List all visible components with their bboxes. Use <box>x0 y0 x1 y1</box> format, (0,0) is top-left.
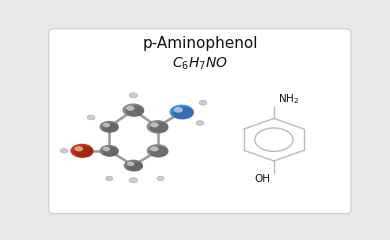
Circle shape <box>103 147 119 157</box>
Circle shape <box>129 178 138 183</box>
Circle shape <box>71 144 94 158</box>
Circle shape <box>157 176 164 181</box>
Circle shape <box>103 123 119 133</box>
Circle shape <box>151 122 159 127</box>
Circle shape <box>150 146 168 157</box>
Text: NH$_2$: NH$_2$ <box>278 92 299 106</box>
Circle shape <box>129 93 138 98</box>
Text: $\mathit{C}_6\mathit{H}_7\mathit{NO}$: $\mathit{C}_6\mathit{H}_7\mathit{NO}$ <box>172 56 228 72</box>
Circle shape <box>87 115 95 120</box>
Circle shape <box>74 146 83 151</box>
Circle shape <box>99 121 119 133</box>
Circle shape <box>127 162 143 171</box>
FancyBboxPatch shape <box>49 29 351 214</box>
Circle shape <box>74 146 94 158</box>
Circle shape <box>60 149 67 153</box>
Circle shape <box>199 100 207 105</box>
Circle shape <box>106 176 113 181</box>
Text: OH: OH <box>254 174 270 184</box>
Circle shape <box>103 147 110 151</box>
Circle shape <box>150 122 168 133</box>
Circle shape <box>196 121 204 126</box>
Circle shape <box>173 107 194 119</box>
Circle shape <box>174 107 183 113</box>
Circle shape <box>103 123 110 127</box>
Circle shape <box>122 103 144 117</box>
Circle shape <box>151 146 159 151</box>
Circle shape <box>99 145 119 157</box>
Circle shape <box>126 106 135 111</box>
Circle shape <box>147 144 168 157</box>
Circle shape <box>126 105 144 117</box>
Circle shape <box>170 105 194 119</box>
Circle shape <box>147 120 168 133</box>
Circle shape <box>127 162 134 166</box>
Circle shape <box>124 160 143 171</box>
Text: p-Aminophenol: p-Aminophenol <box>142 36 258 51</box>
